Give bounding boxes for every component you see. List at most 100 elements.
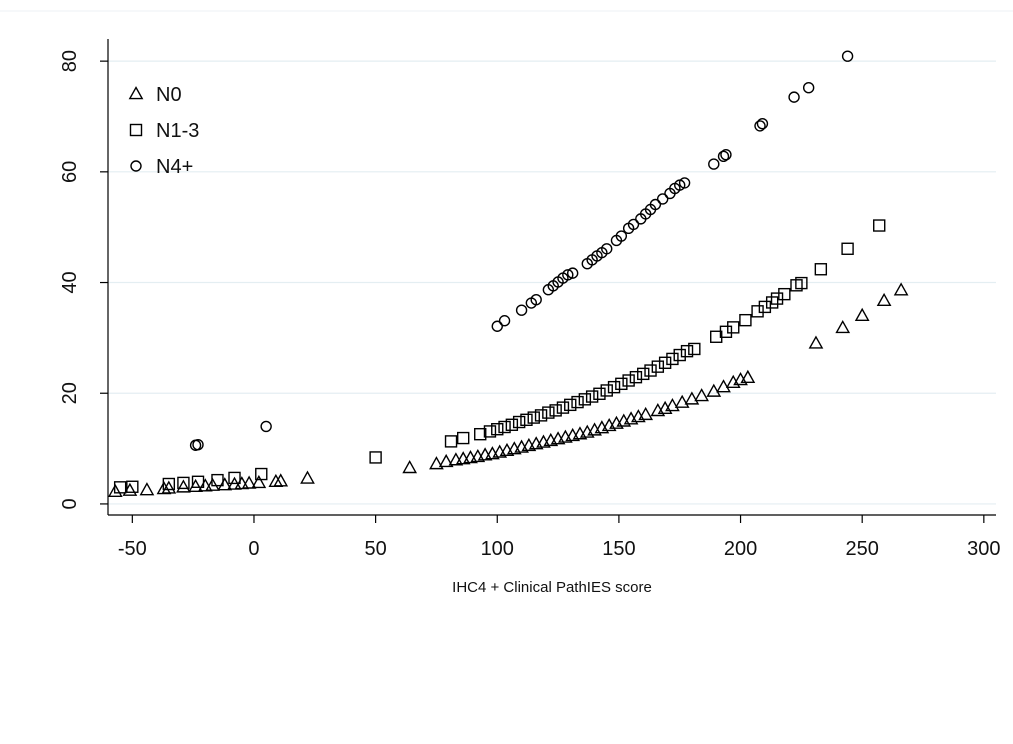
x-tick-label-0: -50 bbox=[118, 538, 147, 560]
data-point-triangle bbox=[429, 456, 444, 470]
legend-label-1: N1-3 bbox=[156, 120, 199, 142]
data-point-square bbox=[778, 287, 791, 301]
x-tick-label-1: 0 bbox=[248, 538, 259, 560]
data-point-square bbox=[191, 475, 205, 488]
series-n4- bbox=[189, 50, 854, 451]
data-point-circle bbox=[515, 304, 528, 316]
data-point-triangle bbox=[706, 383, 722, 397]
legend-marker-circle bbox=[130, 160, 142, 172]
data-point-triangle bbox=[854, 307, 870, 321]
x-tick-label-6: 250 bbox=[846, 538, 879, 560]
data-point-square bbox=[629, 370, 643, 384]
data-point-square bbox=[651, 360, 665, 373]
data-point-square bbox=[719, 325, 733, 338]
data-point-circle bbox=[530, 293, 542, 306]
data-point-circle bbox=[566, 267, 579, 279]
data-point-circle bbox=[708, 158, 720, 170]
data-point-square bbox=[770, 292, 784, 305]
data-point-circle bbox=[601, 243, 613, 255]
x-tick-label-2: 50 bbox=[364, 538, 386, 560]
data-point-square bbox=[228, 471, 241, 485]
data-point-circle bbox=[656, 193, 669, 205]
y-tick-label-4: 80 bbox=[59, 50, 81, 72]
data-point-triangle bbox=[107, 483, 123, 498]
data-point-triangle bbox=[674, 394, 690, 408]
x-tick-label-5: 200 bbox=[724, 538, 757, 560]
data-point-circle bbox=[491, 320, 503, 332]
data-point-square bbox=[658, 356, 672, 369]
axes: 0 20 40 60 80 -50 0 50 100 150 200 250 300 bbox=[59, 39, 1001, 560]
legend: N0 N1-3 N4+ bbox=[128, 84, 199, 178]
data-point-square bbox=[542, 406, 555, 419]
data-point-circle bbox=[754, 120, 766, 132]
y-tick-label-3: 60 bbox=[59, 161, 81, 183]
data-point-circle bbox=[841, 50, 854, 62]
data-point-circle bbox=[720, 148, 732, 161]
data-point-triangle bbox=[665, 398, 680, 412]
data-point-triangle bbox=[205, 477, 220, 491]
data-point-circle bbox=[192, 439, 204, 451]
data-point-square bbox=[571, 395, 584, 409]
data-point-square bbox=[666, 352, 679, 366]
data-point-circle bbox=[615, 230, 628, 242]
data-point-triangle bbox=[808, 335, 824, 349]
data-point-triangle bbox=[197, 478, 213, 492]
data-point-triangle bbox=[716, 379, 731, 393]
data-point-square bbox=[534, 409, 548, 422]
data-points bbox=[107, 50, 909, 498]
y-tick-label-1: 20 bbox=[59, 382, 81, 404]
data-point-circle bbox=[717, 150, 730, 163]
data-point-triangle bbox=[438, 453, 454, 468]
data-point-square bbox=[615, 377, 628, 391]
legend-label-0: N0 bbox=[156, 84, 182, 106]
data-point-square bbox=[644, 364, 657, 377]
data-point-square bbox=[498, 420, 511, 434]
series-n1-3 bbox=[113, 219, 886, 494]
data-point-triangle bbox=[684, 391, 700, 405]
data-point-circle bbox=[678, 177, 691, 189]
legend-marker-square bbox=[129, 123, 143, 137]
data-point-square bbox=[527, 411, 540, 424]
data-point-square bbox=[607, 380, 621, 394]
data-point-square bbox=[491, 423, 504, 436]
data-point-square bbox=[505, 418, 519, 431]
data-point-square bbox=[873, 219, 886, 232]
data-point-triangle bbox=[251, 474, 267, 489]
data-point-triangle bbox=[638, 406, 654, 421]
data-point-triangle bbox=[740, 369, 756, 383]
data-point-triangle bbox=[893, 282, 909, 296]
data-point-circle bbox=[649, 198, 662, 211]
data-point-triangle bbox=[176, 479, 191, 493]
data-point-circle bbox=[756, 117, 769, 130]
data-point-square bbox=[578, 393, 592, 406]
data-point-triangle bbox=[694, 388, 709, 402]
data-point-square bbox=[680, 344, 694, 358]
data-point-triangle bbox=[835, 319, 851, 334]
data-point-square bbox=[751, 305, 764, 318]
data-point-square bbox=[758, 300, 772, 314]
y-tick-label-0: 0 bbox=[59, 498, 81, 509]
data-point-square bbox=[483, 425, 497, 438]
data-point-square bbox=[795, 276, 808, 290]
data-point-square bbox=[520, 413, 533, 426]
data-point-square bbox=[444, 435, 458, 448]
data-point-square bbox=[211, 473, 224, 487]
data-point-triangle bbox=[402, 460, 418, 474]
data-point-circle bbox=[260, 420, 272, 433]
data-point-circle bbox=[627, 218, 640, 231]
data-point-square bbox=[556, 401, 570, 414]
x-tick-label-4: 150 bbox=[602, 538, 635, 560]
data-point-triangle bbox=[241, 475, 257, 489]
data-point-square bbox=[512, 415, 526, 429]
data-point-square bbox=[739, 313, 752, 327]
data-point-square bbox=[593, 387, 606, 400]
y-tick-label-2: 40 bbox=[59, 271, 81, 293]
data-point-square bbox=[162, 477, 176, 491]
data-point-circle bbox=[802, 82, 815, 94]
data-point-square bbox=[369, 451, 382, 464]
data-point-square bbox=[600, 384, 613, 397]
data-point-square bbox=[255, 467, 268, 481]
x-tick-label-7: 300 bbox=[967, 538, 1000, 560]
